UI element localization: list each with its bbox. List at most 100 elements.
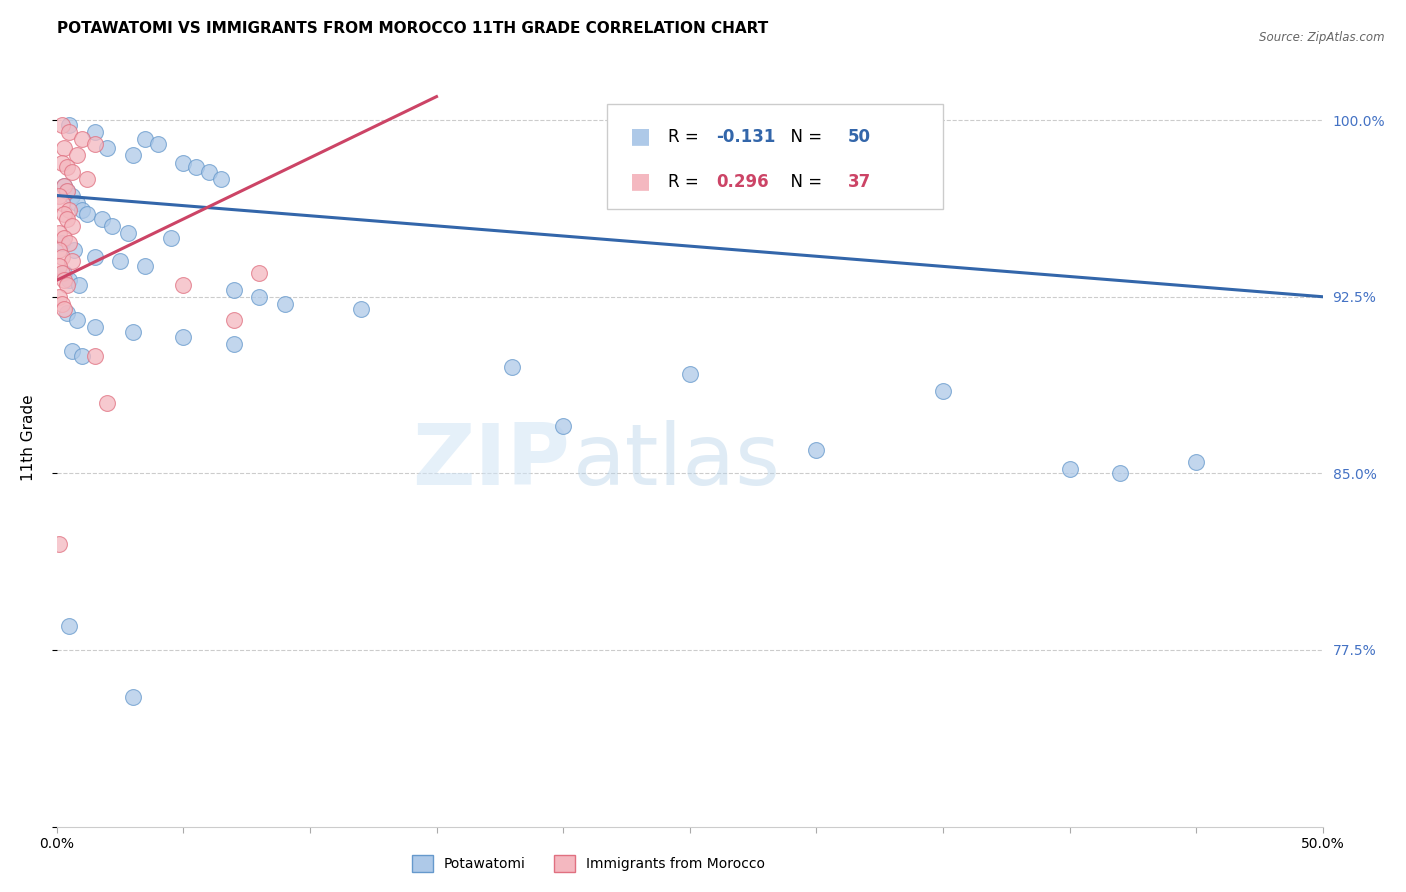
Point bbox=[222, 313, 245, 327]
Point bbox=[53, 179, 76, 194]
Point bbox=[70, 349, 93, 363]
Point bbox=[1109, 467, 1132, 481]
Point bbox=[76, 207, 98, 221]
Text: N =: N = bbox=[780, 173, 827, 191]
Point bbox=[83, 250, 105, 264]
Point bbox=[53, 266, 76, 280]
Text: Source: ZipAtlas.com: Source: ZipAtlas.com bbox=[1260, 31, 1385, 45]
Point bbox=[51, 266, 73, 280]
FancyBboxPatch shape bbox=[607, 103, 943, 209]
Point bbox=[60, 188, 83, 202]
Point bbox=[51, 235, 73, 250]
Point bbox=[172, 155, 194, 169]
Point bbox=[209, 172, 232, 186]
Point bbox=[48, 537, 70, 551]
Point bbox=[197, 165, 219, 179]
Point bbox=[48, 243, 70, 257]
Point bbox=[121, 325, 143, 339]
Point bbox=[121, 148, 143, 162]
Point bbox=[96, 141, 118, 155]
Point bbox=[48, 259, 70, 273]
Point bbox=[76, 172, 98, 186]
Point bbox=[83, 320, 105, 334]
Text: 50: 50 bbox=[848, 128, 870, 145]
Point bbox=[553, 419, 575, 434]
Point bbox=[48, 226, 70, 240]
Point bbox=[184, 160, 207, 174]
Point bbox=[63, 243, 86, 257]
Point bbox=[679, 368, 702, 382]
Point bbox=[56, 184, 79, 198]
Point bbox=[58, 118, 80, 132]
Point bbox=[1059, 461, 1081, 475]
Point bbox=[247, 290, 270, 304]
Point bbox=[60, 219, 83, 233]
Text: 37: 37 bbox=[848, 173, 872, 191]
Point bbox=[501, 360, 523, 375]
Text: R =: R = bbox=[668, 173, 704, 191]
Point bbox=[159, 231, 181, 245]
Point bbox=[60, 165, 83, 179]
Point bbox=[108, 254, 131, 268]
Point bbox=[58, 202, 80, 217]
Point bbox=[146, 136, 169, 151]
Point bbox=[101, 219, 124, 233]
Point bbox=[96, 395, 118, 409]
Point bbox=[70, 132, 93, 146]
Point bbox=[70, 202, 93, 217]
Point bbox=[247, 266, 270, 280]
Legend: Potawatomi, Immigrants from Morocco: Potawatomi, Immigrants from Morocco bbox=[406, 850, 770, 878]
Point bbox=[56, 212, 79, 227]
Point bbox=[53, 207, 76, 221]
Point bbox=[66, 313, 89, 327]
Point bbox=[56, 306, 79, 320]
Point bbox=[349, 301, 371, 316]
Point bbox=[69, 277, 91, 292]
Point bbox=[56, 160, 79, 174]
Point bbox=[932, 384, 955, 398]
Point bbox=[53, 301, 76, 316]
Point bbox=[48, 188, 70, 202]
Point bbox=[172, 330, 194, 344]
Point bbox=[91, 212, 114, 227]
Point bbox=[53, 231, 76, 245]
Point bbox=[51, 195, 73, 210]
Point bbox=[273, 297, 295, 311]
Point bbox=[53, 273, 76, 287]
Text: -0.131: -0.131 bbox=[716, 128, 776, 145]
Point bbox=[48, 290, 70, 304]
Point bbox=[53, 179, 76, 194]
Point bbox=[66, 148, 89, 162]
Point bbox=[66, 195, 89, 210]
Text: ■: ■ bbox=[630, 171, 651, 192]
Point bbox=[56, 277, 79, 292]
Y-axis label: 11th Grade: 11th Grade bbox=[21, 395, 35, 482]
Point bbox=[58, 235, 80, 250]
Point bbox=[134, 259, 156, 273]
Point bbox=[172, 277, 194, 292]
Point bbox=[134, 132, 156, 146]
Point bbox=[83, 349, 105, 363]
Point bbox=[58, 273, 80, 287]
Point bbox=[58, 619, 80, 633]
Point bbox=[60, 343, 83, 358]
Point bbox=[806, 442, 828, 457]
Text: ZIP: ZIP bbox=[412, 420, 569, 503]
Text: atlas: atlas bbox=[574, 420, 782, 503]
Point bbox=[83, 136, 105, 151]
Point bbox=[51, 155, 73, 169]
Text: N =: N = bbox=[780, 128, 827, 145]
Text: POTAWATOMI VS IMMIGRANTS FROM MOROCCO 11TH GRADE CORRELATION CHART: POTAWATOMI VS IMMIGRANTS FROM MOROCCO 11… bbox=[56, 21, 768, 36]
Point bbox=[121, 690, 143, 704]
Point bbox=[117, 226, 139, 240]
Point bbox=[58, 125, 80, 139]
Point bbox=[51, 297, 73, 311]
Text: R =: R = bbox=[668, 128, 704, 145]
Point bbox=[83, 125, 105, 139]
Point bbox=[53, 141, 76, 155]
Point bbox=[51, 118, 73, 132]
Text: ■: ■ bbox=[630, 127, 651, 146]
Point bbox=[51, 250, 73, 264]
Text: 0.296: 0.296 bbox=[716, 173, 769, 191]
Point bbox=[222, 283, 245, 297]
